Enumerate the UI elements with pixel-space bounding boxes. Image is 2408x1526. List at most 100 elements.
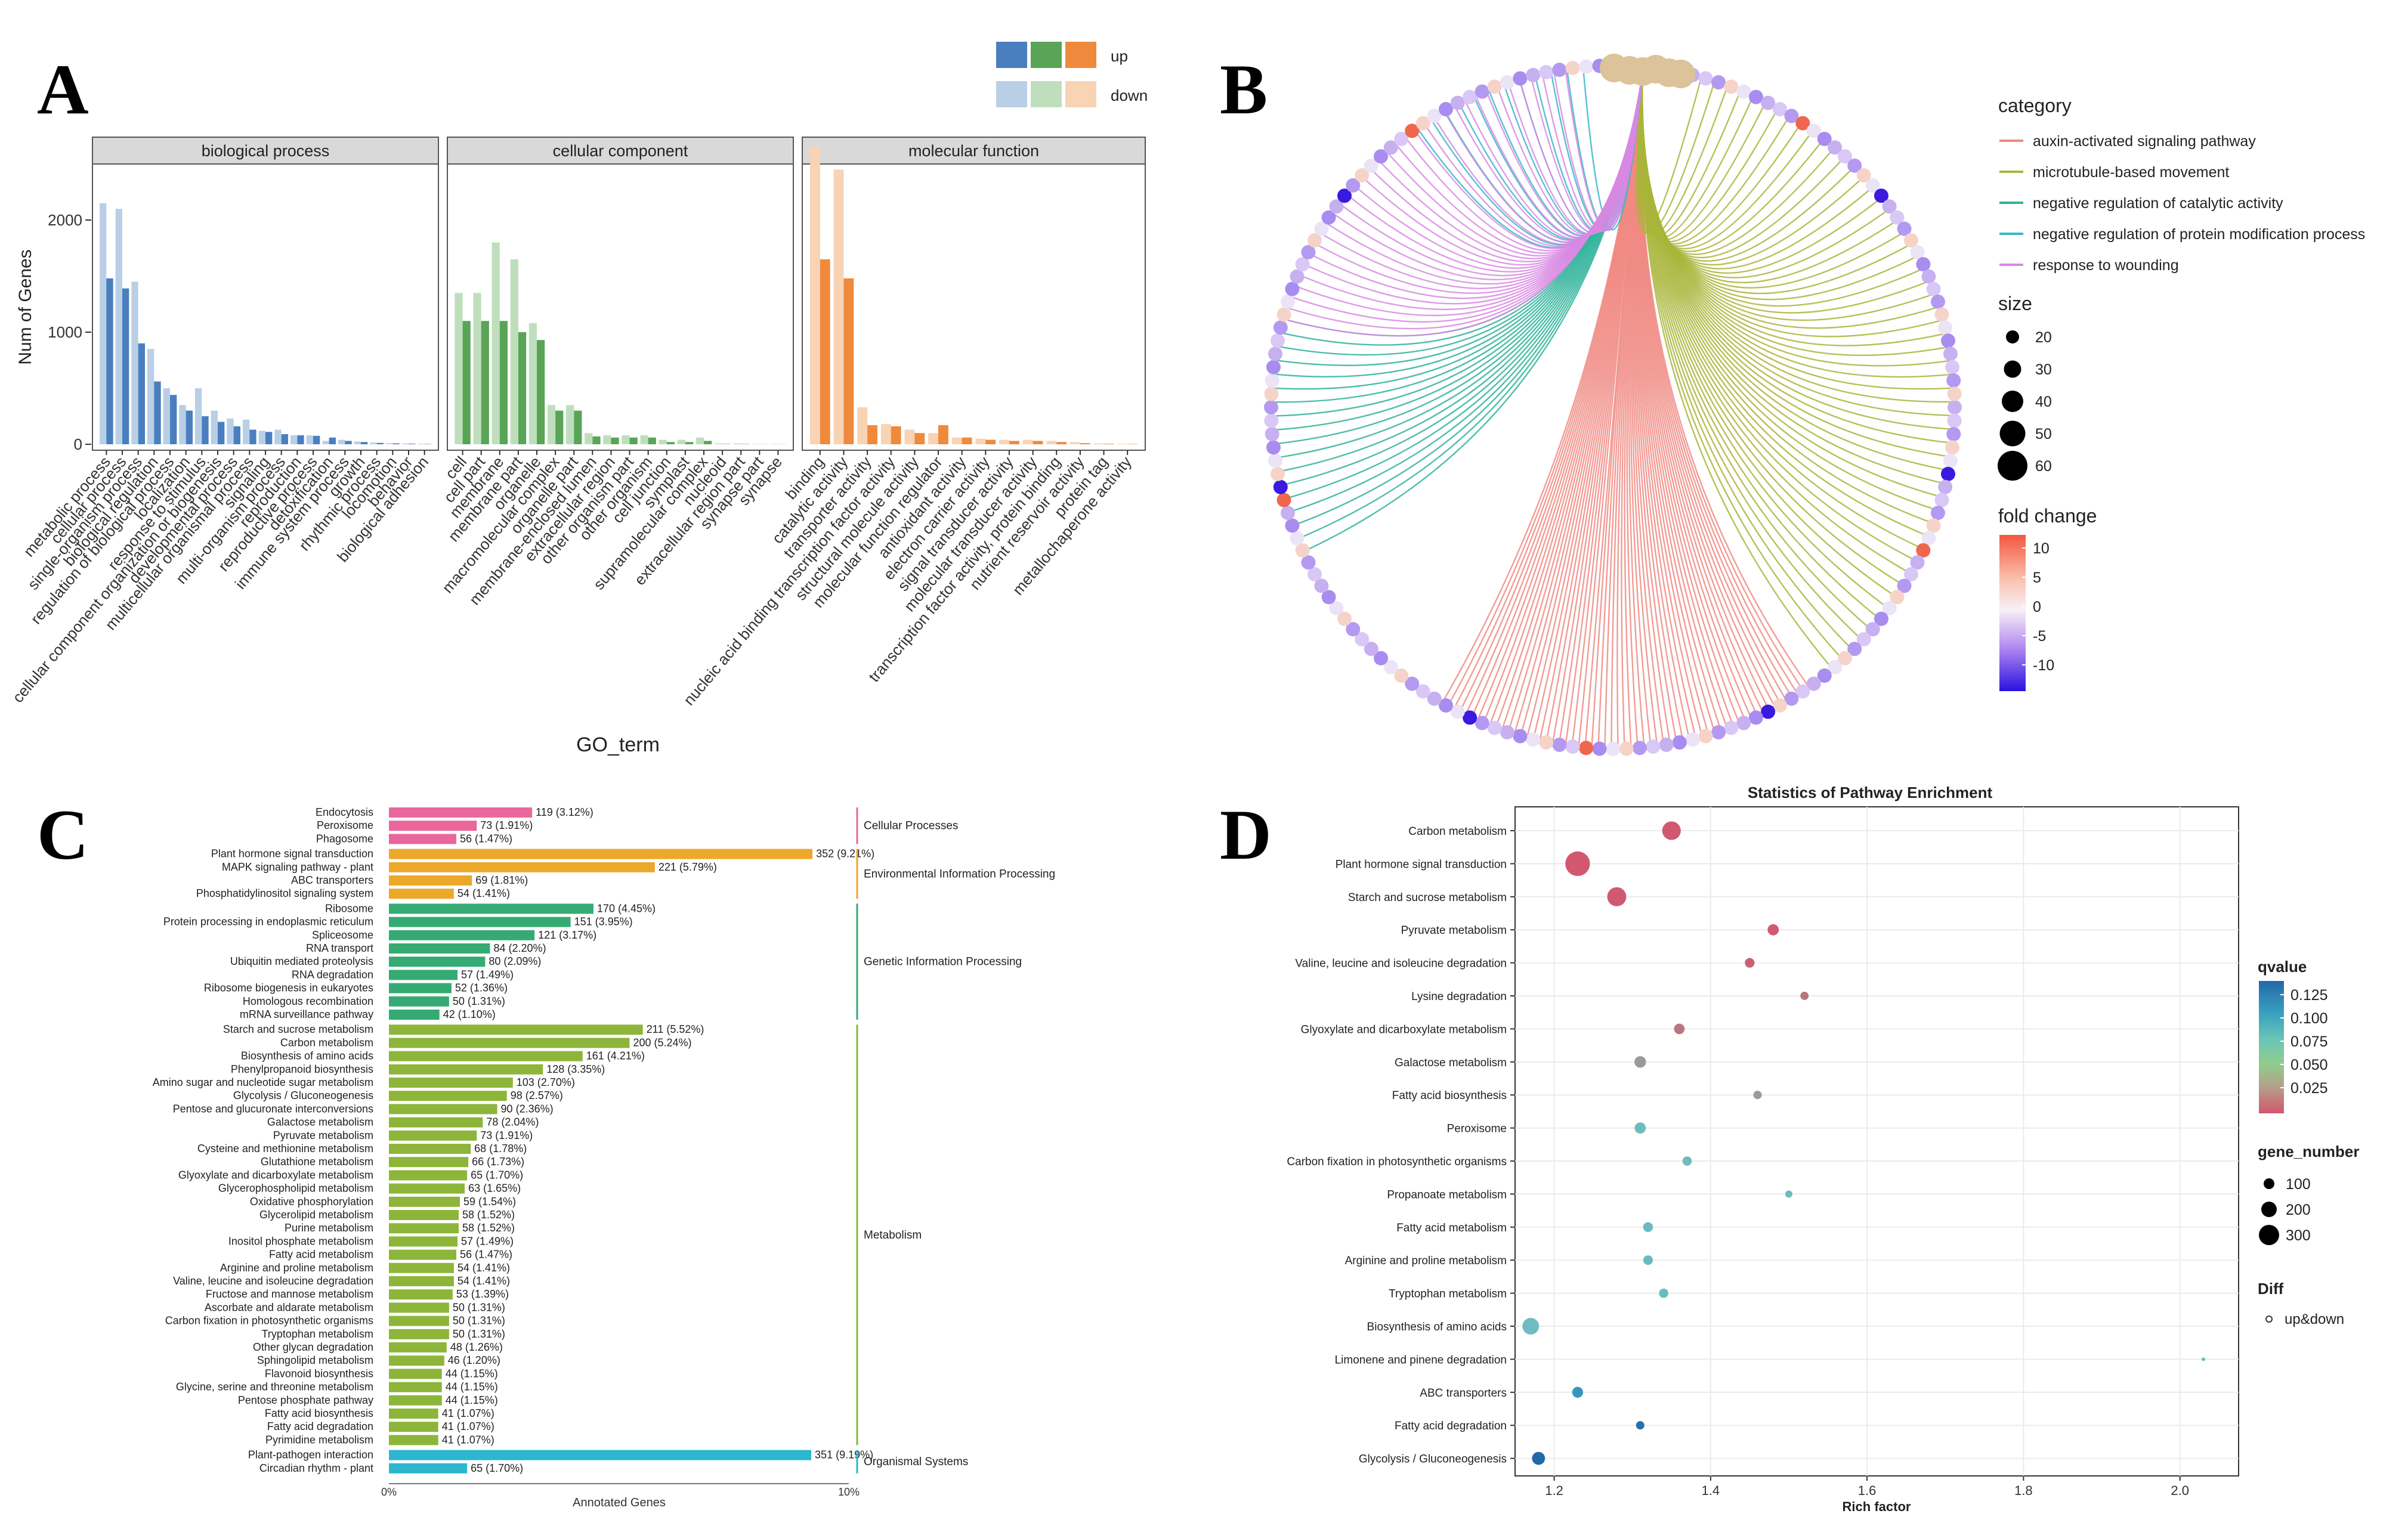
gene-node bbox=[1828, 140, 1843, 155]
kegg-pathway-name: Glycerophospholipid metabolism bbox=[218, 1183, 373, 1194]
bar-up bbox=[249, 429, 256, 444]
gene-node bbox=[1711, 725, 1726, 739]
y-tick-label: Fatty acid metabolism bbox=[1396, 1222, 1507, 1234]
legend-category-label: negative regulation of protein modificat… bbox=[2033, 226, 2365, 243]
scatter-point bbox=[1643, 1255, 1653, 1265]
bar-up bbox=[685, 442, 694, 444]
bar-up bbox=[154, 381, 161, 444]
kegg-pathway-name: Pyruvate metabolism bbox=[273, 1129, 373, 1141]
pathway-enrichment-scatter: Statistics of Pathway Enrichment Carbon … bbox=[1287, 784, 2359, 1514]
kegg-bars: Endocytosis 119 (3.12%) Peroxisome 73 (1.91… bbox=[153, 806, 1055, 1474]
scatter-point bbox=[1785, 1190, 1792, 1198]
kegg-pathway-name: mRNA surveillance pathway bbox=[240, 1008, 373, 1020]
gene-node bbox=[1632, 741, 1647, 756]
legend-size-label: 20 bbox=[2035, 329, 2052, 346]
kegg-bar-label: 90 (2.36%) bbox=[501, 1103, 554, 1115]
gene-node bbox=[1882, 601, 1897, 615]
gene-size-dot bbox=[2259, 1225, 2279, 1245]
gene-node bbox=[1405, 123, 1420, 138]
gene-node bbox=[1307, 567, 1322, 581]
bar-down bbox=[258, 431, 265, 444]
bar-up bbox=[313, 435, 320, 444]
kegg-pathway-name: Sphingolipid metabolism bbox=[257, 1354, 373, 1366]
legend-size-dot bbox=[2002, 391, 2023, 412]
gene-node bbox=[1439, 102, 1454, 117]
network-gene-nodes bbox=[1264, 58, 1962, 756]
kegg-classification-chart: Endocytosis 119 (3.12%) Peroxisome 73 (1.91… bbox=[153, 806, 1055, 1509]
go-circle-network: category auxin-activated signaling pathw… bbox=[1264, 54, 2365, 756]
gene-node bbox=[1847, 158, 1862, 173]
scatter-point bbox=[1634, 1056, 1646, 1068]
gene-node bbox=[1795, 116, 1810, 131]
panel-label-b: B bbox=[1220, 49, 1268, 129]
gene-node bbox=[1329, 601, 1344, 615]
kegg-bar bbox=[389, 1315, 449, 1326]
y-tick-label: Glyoxylate and dicarboxylate metabolism bbox=[1301, 1023, 1507, 1036]
gene-node bbox=[1427, 109, 1442, 123]
gene-node bbox=[1273, 479, 1288, 494]
scatter-x-ticks: 1.2 1.4 1.6 1.8 2.0 bbox=[1545, 1476, 2189, 1498]
kegg-bar bbox=[389, 903, 594, 914]
x-tick-label: 1.4 bbox=[1702, 1483, 1720, 1498]
kegg-bar bbox=[389, 1435, 438, 1445]
kegg-pathway-name: Phagosome bbox=[316, 832, 373, 844]
scatter-point bbox=[1745, 958, 1755, 968]
bar-up bbox=[361, 442, 368, 444]
gene-node bbox=[1266, 360, 1281, 374]
gene-size-dot bbox=[2261, 1202, 2277, 1217]
qvalue-tick-label: 0.025 bbox=[2290, 1080, 2328, 1097]
kegg-bar-label: 103 (2.70%) bbox=[517, 1076, 575, 1088]
fold-change-colorbar bbox=[1999, 535, 2026, 691]
bar-up bbox=[1009, 441, 1019, 444]
network-edges bbox=[1271, 67, 1955, 749]
gene-node bbox=[1946, 426, 1961, 441]
bar-up bbox=[574, 410, 582, 444]
gene-node bbox=[1856, 632, 1871, 646]
gene-node bbox=[1405, 676, 1420, 691]
gene-node bbox=[1295, 543, 1310, 558]
legend-swatch-mf-up bbox=[1065, 42, 1096, 68]
kegg-bar-label: 56 (1.47%) bbox=[460, 1249, 512, 1261]
gene-node bbox=[1290, 531, 1305, 546]
bar-up bbox=[481, 321, 489, 444]
bar-up bbox=[186, 410, 193, 444]
qvalue-ticks: 0.125 0.100 0.075 0.050 0.025 bbox=[2280, 987, 2328, 1097]
kegg-group-label: Cellular Processes bbox=[864, 820, 958, 832]
bar-down bbox=[338, 439, 345, 444]
scatter-points bbox=[1522, 821, 2205, 1465]
kegg-bar-label: 50 (1.31%) bbox=[453, 995, 505, 1007]
x-tick-label: 1.6 bbox=[1858, 1483, 1877, 1498]
facet-strip bbox=[802, 137, 1146, 165]
gene-node bbox=[1897, 578, 1912, 593]
gene-node bbox=[1947, 386, 1962, 401]
panel-label-d: D bbox=[1220, 795, 1272, 874]
y-tick-label: Starch and sucrose metabolism bbox=[1348, 892, 1507, 904]
kegg-bar bbox=[389, 970, 458, 980]
gene-node bbox=[1346, 622, 1361, 637]
gene-node bbox=[1916, 543, 1931, 558]
chart-a-ylabel: Num of Genes bbox=[16, 249, 35, 364]
bar-down bbox=[603, 435, 611, 444]
kegg-pathway-name: Fatty acid metabolism bbox=[269, 1249, 373, 1261]
kegg-bar-label: 41 (1.07%) bbox=[442, 1420, 494, 1432]
gene-node bbox=[1837, 651, 1852, 666]
gene-node bbox=[1847, 642, 1862, 657]
bar-up bbox=[1080, 443, 1090, 444]
kegg-bar bbox=[389, 1382, 442, 1392]
kegg-bar bbox=[389, 1369, 442, 1379]
gene-node bbox=[1552, 63, 1567, 78]
bar-down bbox=[622, 435, 630, 444]
fold-tick-label: 5 bbox=[2033, 569, 2041, 586]
gene-node bbox=[1736, 84, 1751, 99]
bar-down bbox=[195, 388, 202, 444]
y-tick-label: Arginine and proline metabolism bbox=[1345, 1255, 1507, 1267]
kegg-bar bbox=[389, 1010, 440, 1020]
kegg-pathway-name: Glycolysis / Gluconeogenesis bbox=[233, 1089, 373, 1101]
legend-size-label: 50 bbox=[2035, 426, 2052, 442]
bar-up bbox=[555, 410, 564, 444]
gene-node bbox=[1526, 67, 1541, 82]
gene-node bbox=[1903, 567, 1918, 581]
kegg-bar-label: 44 (1.15%) bbox=[446, 1367, 498, 1379]
kegg-bar bbox=[389, 1196, 460, 1207]
